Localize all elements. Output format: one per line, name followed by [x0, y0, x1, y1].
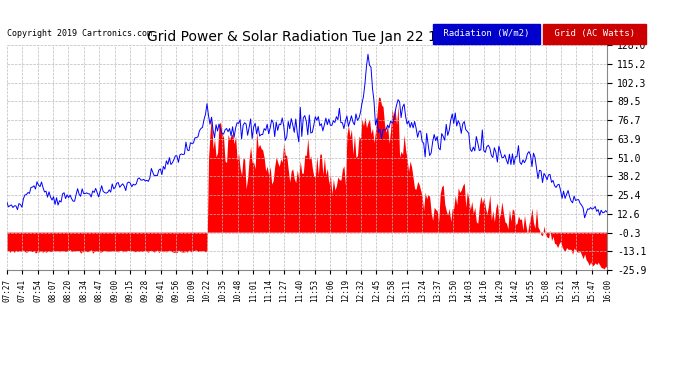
- Text: Radiation (W/m2): Radiation (W/m2): [438, 29, 535, 38]
- Text: Grid (AC Watts): Grid (AC Watts): [549, 29, 640, 38]
- Title: Grid Power & Solar Radiation Tue Jan 22 16:08: Grid Power & Solar Radiation Tue Jan 22 …: [146, 30, 468, 44]
- Text: Copyright 2019 Cartronics.com: Copyright 2019 Cartronics.com: [7, 28, 152, 38]
